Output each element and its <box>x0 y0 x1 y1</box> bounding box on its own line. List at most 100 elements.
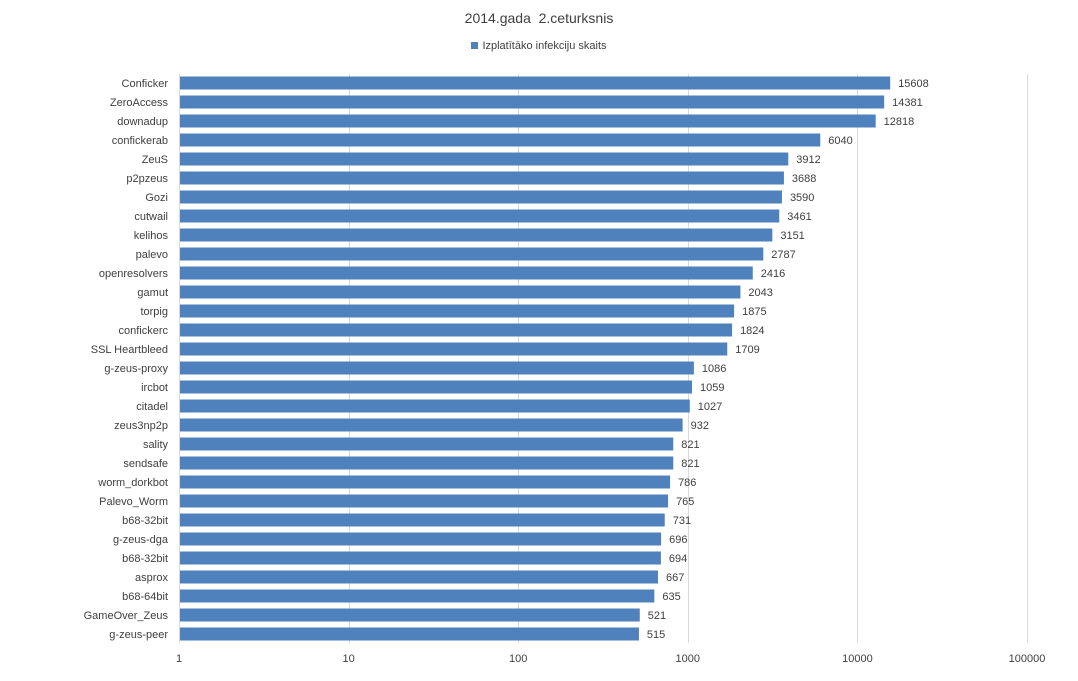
category-label: confickerc <box>118 325 168 337</box>
bar <box>179 304 735 318</box>
bar <box>179 494 669 508</box>
data-label: 2787 <box>771 249 795 261</box>
data-label: 1709 <box>735 344 759 356</box>
bar <box>179 380 693 394</box>
data-label: 2416 <box>761 268 785 280</box>
x-tick-label: 100000 <box>1009 653 1046 665</box>
bar <box>179 95 885 109</box>
category-label: Gozi <box>145 192 168 204</box>
data-label: 1875 <box>742 306 766 318</box>
category-label: worm_dorkbot <box>97 477 168 489</box>
data-label: 1027 <box>698 401 722 413</box>
x-tick-label: 10 <box>342 653 354 665</box>
bar <box>179 133 821 147</box>
data-label: 15608 <box>898 78 929 90</box>
bar <box>179 570 658 584</box>
category-label: SSL Heartbleed <box>91 344 168 356</box>
category-label: gamut <box>137 287 168 299</box>
bar <box>179 171 784 185</box>
data-label: 3688 <box>792 173 816 185</box>
bar <box>179 114 876 128</box>
category-label: torpig <box>140 306 168 318</box>
category-label: sendsafe <box>123 458 168 470</box>
bar <box>179 418 683 432</box>
x-tick-label: 1 <box>176 653 182 665</box>
bar <box>179 437 674 451</box>
data-label: 1059 <box>700 382 724 394</box>
bar <box>179 361 694 375</box>
category-label: ZeroAccess <box>110 97 169 109</box>
category-label: b68-32bit <box>122 515 168 527</box>
legend-label: Izplatītāko infekciju skaits <box>482 40 607 52</box>
data-label: 694 <box>669 553 687 565</box>
chart-title: 2014.gada 2.ceturksnis <box>464 10 614 26</box>
bar <box>179 589 655 603</box>
bar <box>179 323 733 337</box>
bar <box>179 152 789 166</box>
bar <box>179 551 661 565</box>
category-label: citadel <box>136 401 168 413</box>
bar <box>179 513 665 527</box>
data-label: 635 <box>662 591 680 603</box>
category-label: ZeuS <box>142 154 168 166</box>
data-label: 3912 <box>796 154 820 166</box>
bar <box>179 228 773 242</box>
data-label: 765 <box>676 496 694 508</box>
bar <box>179 475 671 489</box>
data-label: 12818 <box>884 116 915 128</box>
category-label: b68-32bit <box>122 553 168 565</box>
bar <box>179 342 728 356</box>
bar <box>179 456 674 470</box>
category-label: downadup <box>117 116 168 128</box>
data-label: 521 <box>648 610 666 622</box>
data-label: 667 <box>666 572 684 584</box>
data-label: 515 <box>647 629 665 641</box>
category-label: asprox <box>135 572 169 584</box>
bar <box>179 285 741 299</box>
bar <box>179 76 891 90</box>
bar <box>179 608 640 622</box>
category-label: g-zeus-peer <box>109 629 168 641</box>
data-label: 14381 <box>892 97 923 109</box>
data-label: 731 <box>673 515 691 527</box>
bar <box>179 627 639 641</box>
bar <box>179 399 690 413</box>
data-label: 1824 <box>740 325 764 337</box>
category-label: Palevo_Worm <box>99 496 168 508</box>
category-label: ircbot <box>141 382 168 394</box>
data-label: 6040 <box>828 135 852 147</box>
category-label: cutwail <box>134 211 168 223</box>
category-label: b68-64bit <box>122 591 168 603</box>
data-label: 1086 <box>702 363 726 375</box>
data-label: 821 <box>681 439 699 451</box>
data-label: 2043 <box>748 287 772 299</box>
data-label: 932 <box>691 420 709 432</box>
category-label: kelihos <box>134 230 169 242</box>
category-label: palevo <box>136 249 168 261</box>
legend-swatch <box>471 42 479 49</box>
category-label: g-zeus-proxy <box>104 363 168 375</box>
x-tick-label: 1000 <box>676 653 700 665</box>
category-label: g-zeus-dga <box>113 534 169 546</box>
data-label: 3590 <box>790 192 814 204</box>
x-tick-label: 10000 <box>842 653 873 665</box>
data-label: 821 <box>681 458 699 470</box>
category-label: confickerab <box>112 135 168 147</box>
bar <box>179 266 753 280</box>
category-label: Conficker <box>122 78 169 90</box>
data-label: 696 <box>669 534 687 546</box>
category-label: sality <box>143 439 169 451</box>
bar <box>179 209 780 223</box>
category-label: zeus3np2p <box>114 420 168 432</box>
category-label: p2pzeus <box>126 173 168 185</box>
data-label: 786 <box>678 477 696 489</box>
bar <box>179 532 662 546</box>
data-label: 3461 <box>787 211 811 223</box>
category-label: openresolvers <box>99 268 169 280</box>
legend: Izplatītāko infekciju skaits <box>0 40 1078 52</box>
bar <box>179 190 782 204</box>
data-label: 3151 <box>780 230 804 242</box>
x-tick-label: 100 <box>509 653 527 665</box>
